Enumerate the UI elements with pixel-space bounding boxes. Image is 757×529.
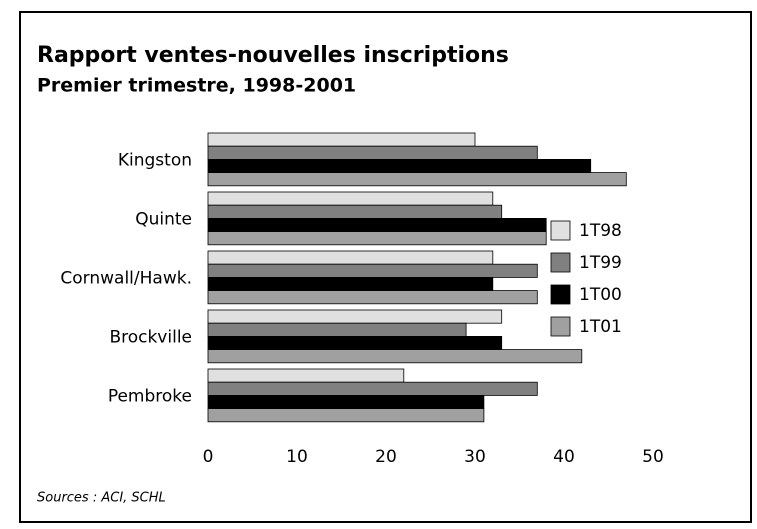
bar <box>207 217 547 232</box>
legend-swatch <box>550 316 571 337</box>
bar <box>207 381 538 396</box>
y-tick-label: Cornwall/Hawk. <box>60 269 192 289</box>
bar <box>207 263 538 278</box>
legend-swatch <box>550 284 571 305</box>
bar <box>207 191 494 206</box>
bar <box>207 172 627 187</box>
chart-title: Rapport ventes-nouvelles inscriptions <box>37 43 509 68</box>
bar <box>207 276 494 291</box>
x-tick-label: 20 <box>375 447 397 467</box>
x-tick-label: 10 <box>286 447 308 467</box>
bar <box>207 335 503 350</box>
legend-label: 1T98 <box>579 221 622 241</box>
bar <box>207 132 476 147</box>
legend-label: 1T00 <box>579 285 622 305</box>
y-tick-label: Kingston <box>118 151 192 171</box>
bar <box>207 309 503 324</box>
x-tick-label: 50 <box>642 447 664 467</box>
bar <box>207 158 592 173</box>
bar <box>207 204 503 219</box>
x-tick-label: 40 <box>553 447 575 467</box>
x-tick-label: 0 <box>203 447 214 467</box>
bar <box>207 250 494 265</box>
bar <box>207 290 538 305</box>
bar <box>207 394 485 409</box>
bar <box>207 231 547 246</box>
bar <box>207 349 583 364</box>
chart-subtitle: Premier trimestre, 1998-2001 <box>37 75 356 97</box>
y-tick-label: Pembroke <box>108 387 192 407</box>
bar <box>207 408 485 423</box>
y-tick-label: Quinte <box>135 210 192 230</box>
source: Sources : ACI, SCHL <box>37 491 166 506</box>
x-tick-label: 30 <box>464 447 486 467</box>
bar <box>207 368 405 383</box>
legend-label: 1T01 <box>579 317 622 337</box>
legend-swatch <box>550 252 571 273</box>
y-tick-label: Brockville <box>109 328 192 348</box>
legend-label: 1T99 <box>579 253 622 273</box>
bar <box>207 145 538 160</box>
bar <box>207 322 467 337</box>
legend-swatch <box>550 220 571 241</box>
